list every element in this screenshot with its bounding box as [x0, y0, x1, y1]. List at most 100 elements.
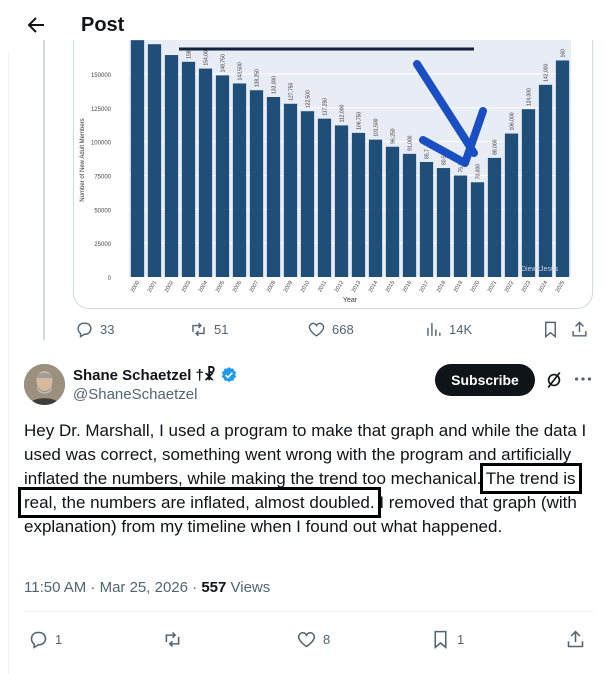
heart-icon: [297, 631, 316, 648]
chart-image[interactable]: 0 25000 50000 75000 100000 125000 150000 Number…: [73, 40, 593, 309]
repost-button[interactable]: [162, 629, 189, 650]
bookmark-button[interactable]: [541, 320, 560, 339]
heart-icon: [308, 322, 325, 337]
x-tick-label: 2024: [538, 280, 549, 294]
bar-chart: 0 25000 50000 75000 100000 125000 150000 Number…: [80, 40, 571, 304]
analytics-icon: [427, 323, 441, 336]
grok-icon[interactable]: [544, 370, 564, 390]
post-text-before: Hey Dr. Marshall, I used a program to ma…: [24, 421, 587, 488]
arrow-head: [419, 107, 487, 167]
back-arrow-icon[interactable]: [24, 13, 48, 37]
author-name[interactable]: Shane Schaetzel †☧: [73, 366, 238, 384]
data-label: 85,7: [425, 149, 431, 159]
x-tick-label: 2021: [487, 280, 498, 294]
x-tick-label: 2020: [470, 280, 481, 294]
x-tick-label: 2000: [130, 280, 141, 294]
views-button[interactable]: 14K: [424, 320, 472, 339]
bar: [385, 146, 400, 277]
data-label: 75,25: [459, 160, 465, 173]
subscribe-button[interactable]: Subscribe: [435, 364, 535, 396]
x-tick-label: 2025: [555, 280, 566, 294]
reply-icon: [30, 631, 47, 649]
bar: [249, 90, 264, 277]
x-axis-label: Year: [343, 297, 358, 304]
data-label: 124,000: [527, 88, 533, 106]
bar: [436, 168, 451, 277]
bar: [164, 55, 179, 278]
bar: [504, 133, 519, 277]
share-button[interactable]: [570, 320, 589, 339]
x-tick-label: 2016: [402, 280, 413, 294]
bar: [334, 125, 349, 277]
data-label: 154,00: [204, 50, 210, 66]
repost-count: 51: [214, 322, 229, 337]
bar: [147, 44, 162, 277]
data-label: 142,000: [544, 64, 550, 82]
bar: [266, 97, 281, 277]
like-button[interactable]: 668: [307, 320, 354, 339]
data-label: 106,750: [357, 112, 363, 130]
repost-button[interactable]: 51: [189, 320, 228, 339]
plot-background: [129, 40, 571, 277]
view-count: 14K: [449, 322, 473, 337]
bar: [419, 161, 434, 277]
data-label: 117,250: [323, 98, 329, 116]
author-handle[interactable]: @ShaneSchaetzel: [73, 386, 198, 403]
data-label: 148,750: [221, 54, 227, 72]
post-actions: 1 8 1: [24, 629, 589, 653]
x-tick-label: 2014: [368, 280, 379, 294]
like-count: 8: [323, 632, 331, 647]
x-tick-label: 2011: [317, 280, 328, 293]
y-tick-label: 25000: [94, 242, 111, 248]
repost-icon: [165, 631, 180, 648]
bar: [317, 118, 332, 277]
page-title: Post: [81, 14, 125, 36]
data-label: 138,250: [255, 69, 261, 87]
avatar[interactable]: [24, 364, 65, 405]
reply-icon: [77, 322, 92, 338]
y-tick-label: 50000: [94, 208, 111, 214]
arrow-shaft: [413, 60, 478, 157]
y-axis-label: Number of New Adult Members: [80, 118, 86, 201]
bar: [198, 68, 213, 277]
bar: [453, 175, 468, 277]
avatar-image: [24, 364, 65, 405]
reply-button[interactable]: 1: [28, 629, 62, 650]
views-count: 557: [201, 579, 227, 596]
bar: [521, 109, 536, 277]
bar: [181, 61, 196, 277]
verified-badge-icon: [221, 367, 236, 383]
like-button[interactable]: 8: [296, 629, 330, 650]
bar: [351, 132, 366, 277]
divider: [24, 611, 594, 612]
x-tick-label: 2012: [334, 280, 345, 294]
y-tick-label: 150000: [91, 73, 112, 79]
thread-line: [43, 40, 45, 340]
watermark: DiewkJesus: [521, 266, 559, 273]
data-label: 80,5: [442, 155, 448, 165]
y-tick-label: 125000: [91, 107, 112, 113]
bookmark-button[interactable]: 1: [430, 629, 464, 650]
data-label: 122,500: [306, 90, 312, 108]
data-label: 159: [187, 50, 193, 59]
reply-button[interactable]: 33: [75, 320, 114, 339]
data-label: 106,000: [510, 112, 516, 130]
more-options-icon[interactable]: [572, 368, 594, 390]
share-button[interactable]: [565, 629, 586, 650]
views-label: Views: [226, 579, 271, 596]
bar: [232, 83, 247, 277]
bar: [130, 40, 145, 277]
bar: [215, 75, 230, 277]
data-label: 70,000: [476, 164, 482, 180]
data-label: 127,750: [289, 82, 295, 100]
x-tick-label: 2010: [300, 280, 311, 294]
bookmark-count: 1: [457, 632, 465, 647]
x-tick-label: 2001: [147, 280, 158, 294]
share-icon: [572, 321, 587, 337]
bookmark-icon: [434, 630, 447, 650]
bar: [300, 111, 315, 277]
x-tick-label: 2023: [521, 280, 532, 294]
author-name-text: Shane Schaetzel †☧: [73, 367, 216, 384]
reply-count: 33: [100, 322, 115, 337]
post-time[interactable]: 11:50 AM · Mar 25, 2026 ·: [24, 579, 202, 596]
